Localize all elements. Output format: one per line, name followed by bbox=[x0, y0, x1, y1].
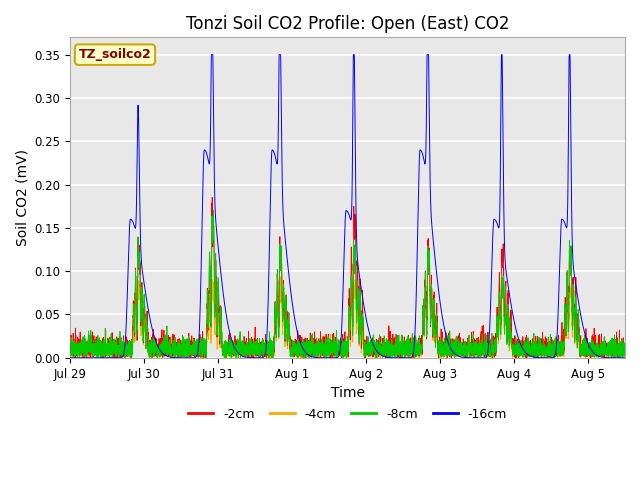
Title: Tonzi Soil CO2 Profile: Open (East) CO2: Tonzi Soil CO2 Profile: Open (East) CO2 bbox=[186, 15, 509, 33]
Y-axis label: Soil CO2 (mV): Soil CO2 (mV) bbox=[15, 149, 29, 246]
Legend: -2cm, -4cm, -8cm, -16cm: -2cm, -4cm, -8cm, -16cm bbox=[183, 403, 512, 425]
X-axis label: Time: Time bbox=[331, 386, 365, 400]
Text: TZ_soilco2: TZ_soilco2 bbox=[79, 48, 151, 61]
